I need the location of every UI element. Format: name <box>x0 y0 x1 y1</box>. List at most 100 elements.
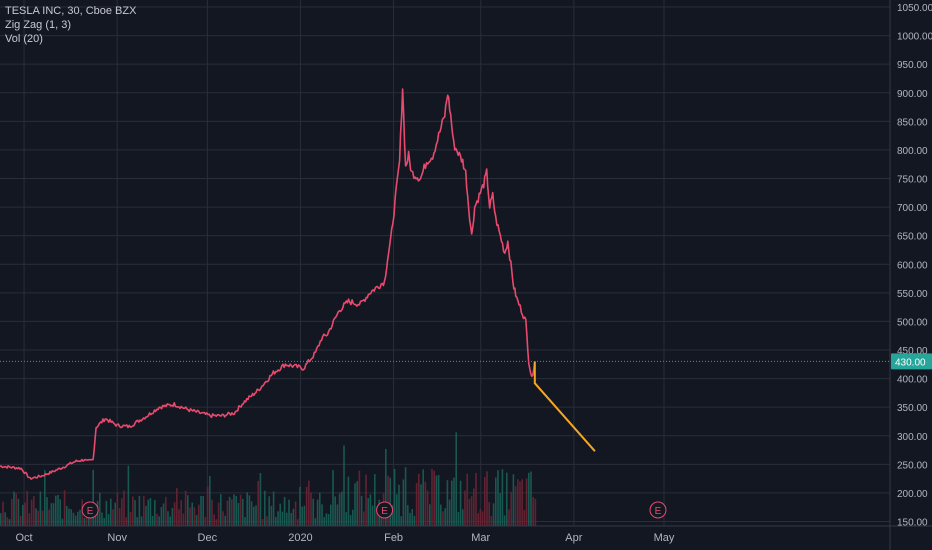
volume-bar <box>77 511 79 526</box>
volume-bar <box>204 517 207 526</box>
volume-bar <box>402 479 405 526</box>
price-tick-label: 750.00 <box>897 175 928 186</box>
volume-bar <box>292 508 295 526</box>
volume-bar <box>233 494 235 526</box>
volume-bar <box>418 473 420 526</box>
volume-bar <box>345 512 347 526</box>
volume-bar <box>63 490 66 526</box>
volume-bar <box>316 499 319 526</box>
volume-bar <box>154 499 156 526</box>
volume-bar <box>525 478 528 526</box>
volume-bar <box>514 486 517 526</box>
volume-bar <box>24 502 26 526</box>
volume-bar <box>165 497 167 526</box>
volume-bar <box>30 499 33 526</box>
time-axis[interactable]: Oct Nov Dec 2020 Feb Mar Apr May <box>0 525 932 544</box>
volume-bar <box>398 484 400 526</box>
volume-bar <box>28 513 31 526</box>
volume-bar <box>435 475 438 526</box>
price-line[interactable] <box>0 88 536 480</box>
volume-bar <box>341 491 343 526</box>
volume-bar <box>321 504 323 526</box>
volume-bar <box>431 468 433 526</box>
volume-bar <box>459 480 462 526</box>
volume-bar <box>231 499 233 526</box>
volume-bar <box>343 445 345 526</box>
volume-bar <box>407 505 409 526</box>
volume-bar <box>13 491 15 526</box>
zigzag-series <box>533 361 596 452</box>
volume-bar <box>266 516 268 526</box>
volume-bar <box>11 498 13 526</box>
volume-bar <box>411 509 413 526</box>
volume-bar <box>169 516 171 526</box>
volume-bar <box>479 508 482 526</box>
earnings-marker[interactable]: E <box>376 501 394 519</box>
volume-bar <box>246 492 248 526</box>
volume-bar <box>312 498 314 526</box>
last-price-badge[interactable] <box>891 353 932 370</box>
earnings-marker-label: E <box>87 506 94 517</box>
volume-bar <box>286 512 288 526</box>
volume-bar <box>393 468 396 526</box>
volume-bar <box>299 486 301 526</box>
volume-bar <box>184 490 187 526</box>
price-tick-label: 850.00 <box>897 117 928 128</box>
volume-bar <box>360 495 363 526</box>
volume-bar <box>501 469 504 526</box>
volume-bar <box>127 465 130 526</box>
volume-bar <box>151 515 154 526</box>
earnings-marker[interactable]: E <box>649 501 667 519</box>
volume-bar <box>226 500 229 526</box>
volume-bar <box>74 515 77 526</box>
zigzag-line[interactable] <box>533 361 596 452</box>
volume-bar <box>0 513 2 526</box>
price-tick-label: 300.00 <box>897 432 928 443</box>
volume-bar <box>253 506 255 526</box>
earnings-marker[interactable]: E <box>81 501 99 519</box>
volume-bar <box>125 517 127 526</box>
volume-bar <box>264 490 266 526</box>
earnings-marker-circle <box>376 501 394 519</box>
volume-bar <box>147 499 149 526</box>
volume-bar <box>281 511 284 526</box>
volume-bar <box>268 496 270 526</box>
volume-bar <box>404 467 407 526</box>
volume-bar <box>534 498 537 526</box>
time-tick-label: Dec <box>198 532 218 544</box>
price-tick-label: 200.00 <box>897 489 928 500</box>
volume-bar <box>301 506 303 526</box>
earnings-marker-circle <box>81 501 99 519</box>
volume-bar <box>277 511 279 526</box>
volume-bar <box>123 490 125 526</box>
volume-bar <box>349 515 352 526</box>
volume-bar <box>248 495 251 526</box>
volume-bar <box>455 432 457 526</box>
volume-bar <box>72 512 75 526</box>
legend-zigzag-indicator[interactable]: Zig Zag (1, 3) <box>5 19 72 31</box>
volume-bar <box>46 497 48 526</box>
legend-symbol[interactable]: TESLA INC, 30, Cboe BZX <box>5 5 137 17</box>
volume-bar <box>259 472 262 526</box>
volume-bar <box>132 496 134 526</box>
volume-bar <box>415 482 418 526</box>
volume-bar <box>486 471 488 526</box>
volume-bar <box>356 481 358 526</box>
volume-bar <box>215 519 218 526</box>
volume-bar <box>178 509 180 526</box>
legend-volume-indicator[interactable]: Vol (20) <box>5 33 43 45</box>
volume-bar <box>206 486 209 526</box>
volume-bar <box>473 488 475 526</box>
volume-bar <box>354 483 356 526</box>
volume-bar <box>279 503 281 526</box>
volume-bar <box>523 509 526 526</box>
volume-bar <box>347 476 350 526</box>
volume-bar <box>396 494 398 526</box>
volume-bar <box>209 475 211 526</box>
volume-bar <box>275 517 277 526</box>
volume-bar <box>222 511 224 526</box>
volume-bar <box>173 502 176 526</box>
